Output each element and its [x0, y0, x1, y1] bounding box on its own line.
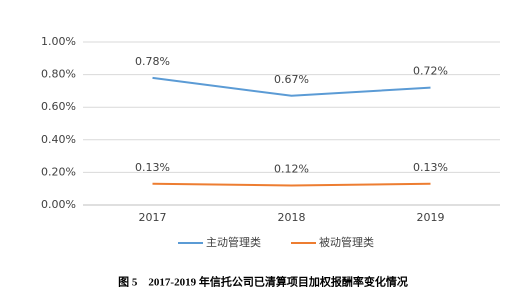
data-label: 0.67% — [274, 73, 309, 86]
legend-label: 被动管理类 — [319, 235, 374, 249]
legend-label: 主动管理类 — [206, 235, 261, 249]
x-tick-label: 2019 — [417, 211, 445, 224]
y-tick-label: 0.80% — [41, 68, 76, 81]
data-label: 0.13% — [413, 161, 448, 174]
x-tick-label: 2017 — [139, 211, 167, 224]
series-line — [152, 182, 431, 187]
series-line — [152, 76, 431, 97]
chart-caption: 图 5 2017-2019 年信托公司已清算项目加权报酬率变化情况 — [118, 275, 408, 289]
data-label: 0.78% — [135, 55, 170, 68]
y-tick-label: 1.00% — [41, 35, 76, 48]
y-tick-label: 0.60% — [41, 100, 76, 113]
y-tick-label: 0.00% — [41, 198, 76, 211]
data-label: 0.72% — [413, 65, 448, 78]
y-tick-label: 0.40% — [41, 133, 76, 146]
data-label: 0.12% — [274, 162, 309, 175]
x-tick-label: 2018 — [278, 211, 306, 224]
y-tick-label: 0.20% — [41, 165, 76, 178]
data-label: 0.13% — [135, 161, 170, 174]
